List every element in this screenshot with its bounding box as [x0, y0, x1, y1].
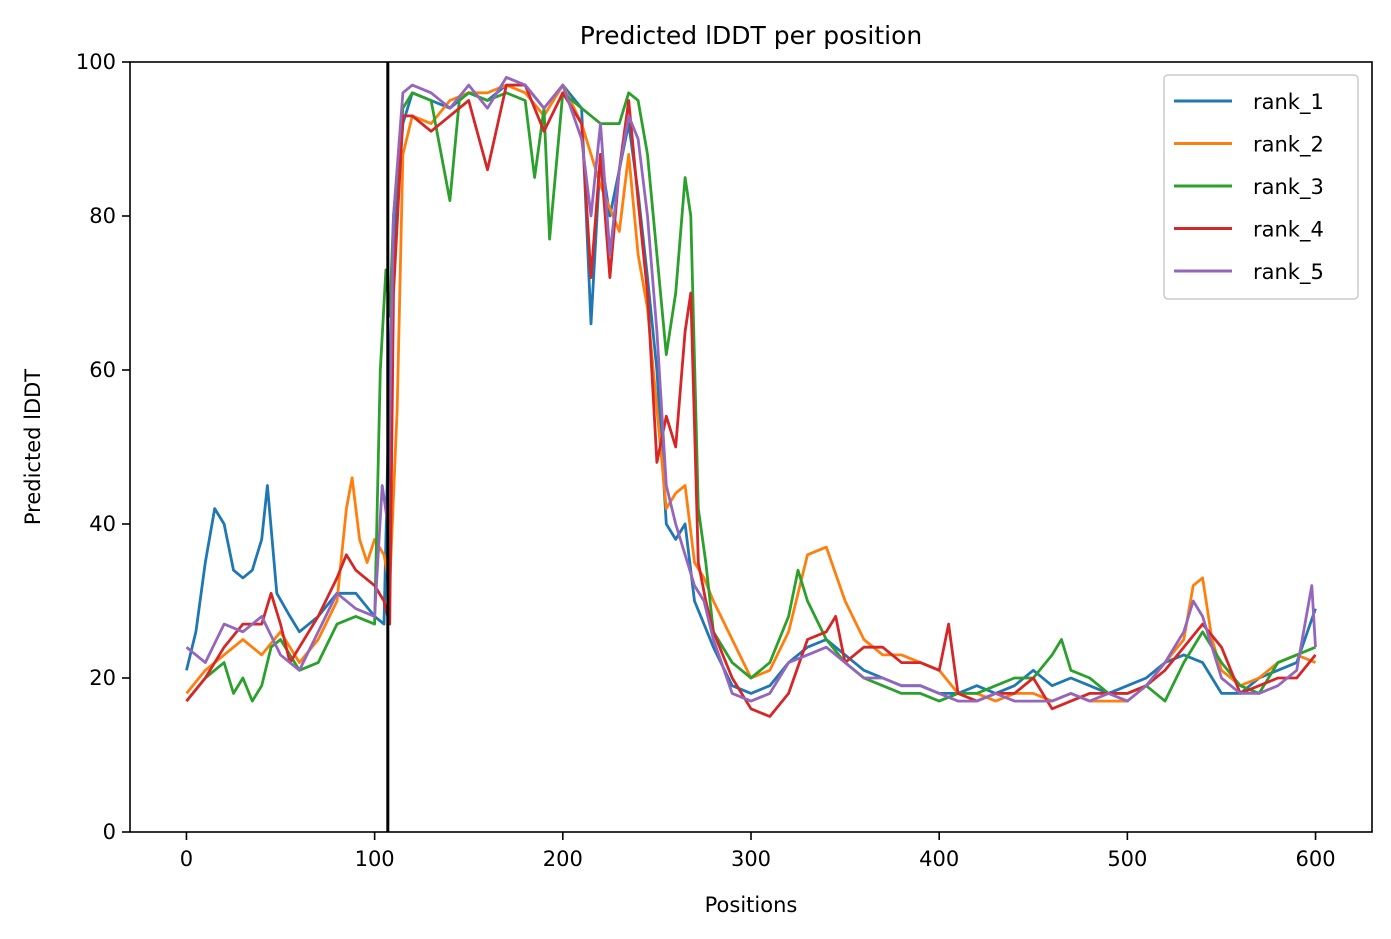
x-tick-label: 400 [919, 847, 959, 871]
legend-label-rank_3: rank_3 [1253, 175, 1324, 200]
y-tick-label: 100 [76, 50, 116, 74]
chart-title: Predicted lDDT per position [580, 21, 922, 50]
legend-label-rank_2: rank_2 [1253, 133, 1324, 158]
y-tick-label: 60 [89, 358, 116, 382]
series-line-rank_1 [185, 83, 1317, 695]
legend-label-rank_5: rank_5 [1253, 260, 1324, 285]
legend-box [1163, 74, 1359, 300]
legend-label-rank_1: rank_1 [1253, 90, 1324, 115]
x-tick-label: 0 [180, 847, 193, 871]
x-tick-label: 300 [731, 847, 771, 871]
y-tick-label: 0 [103, 820, 116, 844]
legend-label-rank_4: rank_4 [1253, 218, 1324, 243]
x-axis-label: Positions [705, 893, 798, 917]
series-line-rank_4 [185, 83, 1317, 718]
x-tick-label: 500 [1107, 847, 1147, 871]
y-axis-ticks: 0 20 40 60 80 100 [76, 50, 130, 844]
x-tick-label: 100 [355, 847, 395, 871]
y-tick-label: 20 [89, 666, 116, 690]
series-line-rank_3 [185, 91, 1317, 703]
y-tick-label: 80 [89, 204, 116, 228]
x-axis-ticks: 0 100 200 300 400 500 600 [180, 832, 1336, 871]
series-layer [185, 76, 1317, 718]
legend: rank_1 rank_2 rank_3 rank_4 rank_5 [1163, 74, 1359, 300]
x-tick-label: 600 [1295, 847, 1335, 871]
y-axis-label: Predicted lDDT [21, 369, 45, 525]
x-tick-label: 200 [543, 847, 583, 871]
y-tick-label: 40 [89, 512, 116, 536]
